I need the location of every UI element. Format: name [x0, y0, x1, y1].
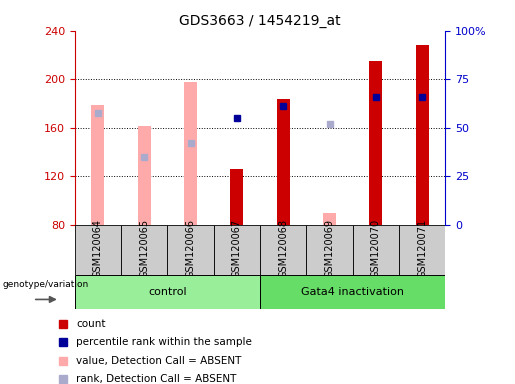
Text: count: count	[76, 319, 106, 329]
Text: Gata4 inactivation: Gata4 inactivation	[301, 287, 404, 297]
Bar	[277, 99, 290, 225]
Text: GSM120065: GSM120065	[139, 219, 149, 278]
Bar	[230, 169, 244, 225]
Bar	[167, 225, 214, 275]
Text: GSM120069: GSM120069	[324, 219, 335, 278]
Bar	[323, 212, 336, 225]
Text: GSM120064: GSM120064	[93, 219, 103, 278]
Text: GSM120067: GSM120067	[232, 219, 242, 278]
Text: GSM120068: GSM120068	[278, 219, 288, 278]
Text: GSM120070: GSM120070	[371, 219, 381, 278]
Text: GSM120066: GSM120066	[185, 219, 196, 278]
Text: percentile rank within the sample: percentile rank within the sample	[76, 338, 252, 348]
Bar	[260, 225, 306, 275]
Bar	[416, 45, 429, 225]
Bar	[399, 225, 445, 275]
Text: value, Detection Call = ABSENT: value, Detection Call = ABSENT	[76, 356, 242, 366]
Bar	[121, 225, 167, 275]
Title: GDS3663 / 1454219_at: GDS3663 / 1454219_at	[179, 14, 341, 28]
Bar	[260, 275, 445, 309]
Bar	[184, 82, 197, 225]
Text: control: control	[148, 287, 186, 297]
Text: genotype/variation: genotype/variation	[3, 280, 89, 289]
Bar	[138, 126, 151, 225]
Text: GSM120071: GSM120071	[417, 219, 427, 278]
Bar	[306, 225, 353, 275]
Bar	[91, 105, 105, 225]
Bar	[214, 225, 260, 275]
Bar	[75, 275, 260, 309]
Bar	[353, 225, 399, 275]
Text: rank, Detection Call = ABSENT: rank, Detection Call = ABSENT	[76, 374, 237, 384]
Bar	[75, 225, 121, 275]
Bar	[369, 61, 383, 225]
